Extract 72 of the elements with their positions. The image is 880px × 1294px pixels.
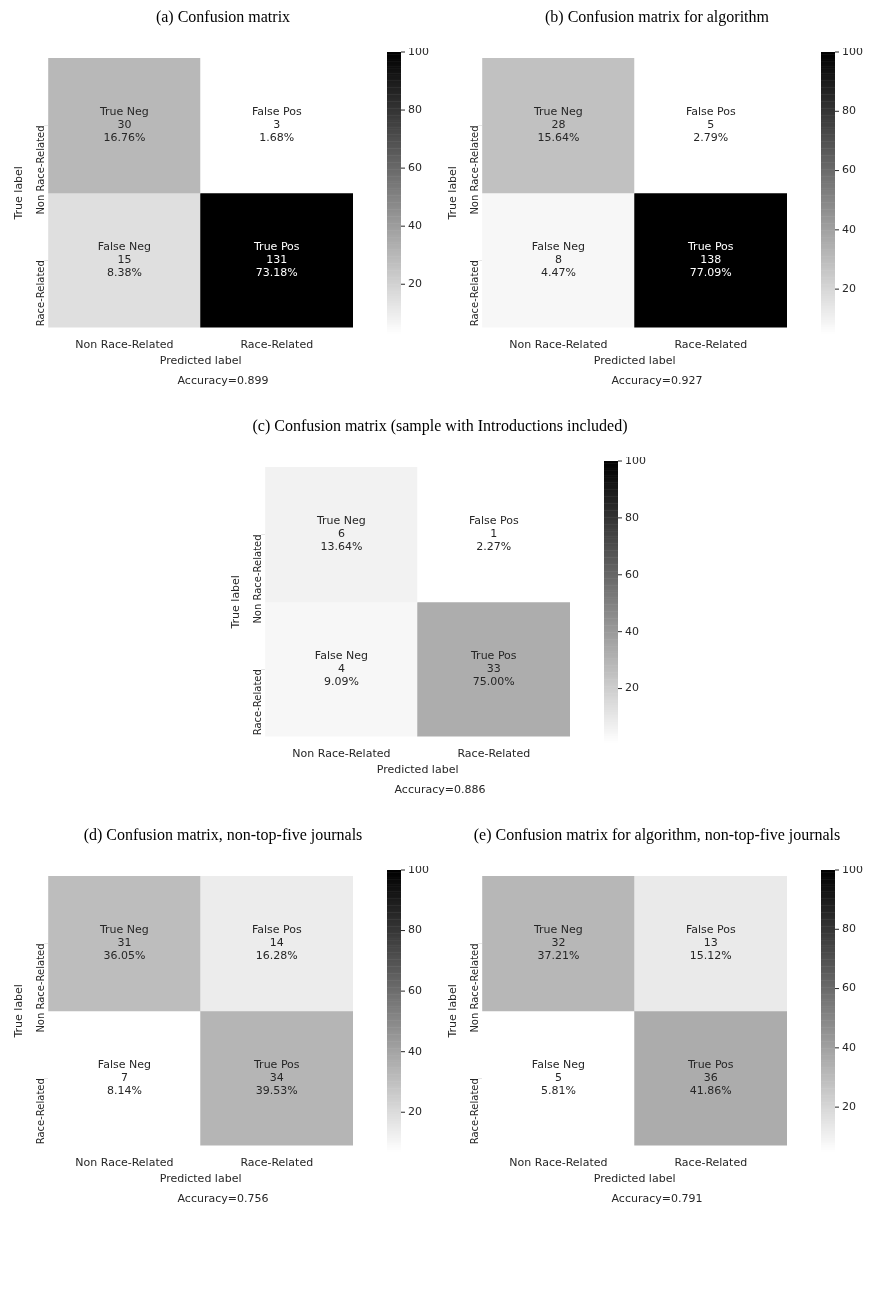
- x-axis-title: Predicted label: [159, 1172, 242, 1186]
- x-axis-title: Predicted label: [376, 763, 459, 777]
- data-label: False Neg 5 5.81%: [531, 1058, 585, 1098]
- data-label: False Pos 1 2.27%: [468, 514, 519, 554]
- color-bar-label: 60: [408, 983, 422, 997]
- data-label: False Pos 13 15.12%: [685, 923, 736, 963]
- data-label: False Pos 5 2.79%: [685, 105, 736, 145]
- data-label: True Pos 131 73.18%: [253, 240, 300, 280]
- y-tick-label: Non Race-Related: [468, 943, 480, 1033]
- y-axis-title: True label: [446, 984, 460, 1039]
- x-axis-title: Predicted label: [593, 1172, 676, 1186]
- color-bar-label: 80: [408, 102, 422, 116]
- chart-title: (e) Confusion matrix for algorithm, non-top-five journals: [473, 826, 841, 846]
- color-bar-label: 80: [842, 922, 856, 936]
- data-label: False Neg 15 8.38%: [97, 240, 151, 280]
- color-bar-label: 40: [842, 1040, 856, 1054]
- text: Accuracy=0.927: [611, 374, 703, 387]
- x-tick-label: Race-Related: [240, 1156, 314, 1170]
- x-tick-label: Non Race-Related: [509, 1156, 608, 1170]
- color-bar-label: 40: [842, 222, 856, 236]
- data-label: False Neg 8 4.47%: [531, 240, 585, 280]
- color-bar-label: 20: [842, 282, 856, 295]
- color-bar-label: 80: [408, 923, 422, 937]
- color-bar-label: 80: [842, 104, 856, 118]
- chart-title: (b) Confusion matrix for algorithm: [545, 8, 769, 28]
- x-tick-label: Race-Related: [674, 1156, 748, 1170]
- y-tick-label: Non Race-Related: [468, 125, 480, 215]
- data-label: True Neg 6 13.64%: [315, 514, 366, 554]
- data-label: False Pos 3 1.68%: [251, 105, 302, 145]
- color-bar-label: 60: [842, 163, 856, 177]
- y-axis-title: True label: [229, 575, 243, 630]
- y-tick-label: Non Race-Related: [34, 943, 46, 1033]
- color-bar-label: 60: [625, 567, 639, 581]
- color-bar-label: 60: [842, 981, 856, 995]
- y-tick-label: Non Race-Related: [34, 125, 46, 215]
- x-tick-label: Non Race-Related: [75, 1156, 174, 1170]
- x-axis-title: Predicted label: [159, 354, 242, 368]
- chart-title: (d) Confusion matrix, non-top-five journals: [83, 826, 363, 846]
- x-tick-label: Race-Related: [240, 338, 314, 352]
- text: Accuracy=0.756: [177, 1192, 269, 1205]
- chart-title: (a) Confusion matrix: [155, 8, 291, 28]
- data-label: False Pos 14 16.28%: [251, 923, 302, 963]
- y-axis-title: True label: [12, 984, 26, 1039]
- text: Accuracy=0.791: [611, 1192, 703, 1205]
- chart-title: (c) Confusion matrix (sample with Introductions included): [252, 417, 628, 434]
- color-bar-label: 20: [408, 1105, 422, 1119]
- color-bar-label: 20: [625, 681, 639, 695]
- data-label: True Pos 33 75.00%: [470, 649, 517, 689]
- color-bar-label: 80: [625, 510, 639, 524]
- data-label: True Neg 32 37.21%: [532, 923, 583, 963]
- x-tick-label: Race-Related: [674, 338, 748, 352]
- data-label: True Pos 34 39.53%: [253, 1058, 300, 1098]
- x-tick-label: Non Race-Related: [75, 338, 174, 352]
- color-bar-label: 60: [408, 160, 422, 174]
- y-axis-title: True label: [446, 166, 460, 221]
- x-axis-title: Predicted label: [593, 354, 676, 368]
- data-label: True Neg 30 16.76%: [98, 105, 149, 145]
- color-bar-label: 20: [408, 277, 422, 291]
- x-tick-label: Non Race-Related: [509, 338, 608, 352]
- data-label: True Pos 138 77.09%: [687, 240, 734, 280]
- color-bar-label: 40: [408, 1044, 422, 1058]
- data-label: True Pos 36 41.86%: [687, 1058, 734, 1098]
- color-bar-label: 40: [625, 624, 639, 638]
- data-label: True Neg 28 15.64%: [532, 105, 583, 145]
- data-label: False Neg 7 8.14%: [97, 1058, 151, 1098]
- color-bar-label: 40: [408, 219, 422, 233]
- text: Accuracy=0.886: [394, 783, 486, 796]
- data-label: False Neg 4 9.09%: [314, 649, 368, 689]
- y-axis-title: True label: [12, 166, 26, 221]
- color-bar-label: 20: [842, 1100, 856, 1113]
- data-label: True Neg 31 36.05%: [98, 923, 149, 963]
- text: Accuracy=0.899: [177, 374, 269, 387]
